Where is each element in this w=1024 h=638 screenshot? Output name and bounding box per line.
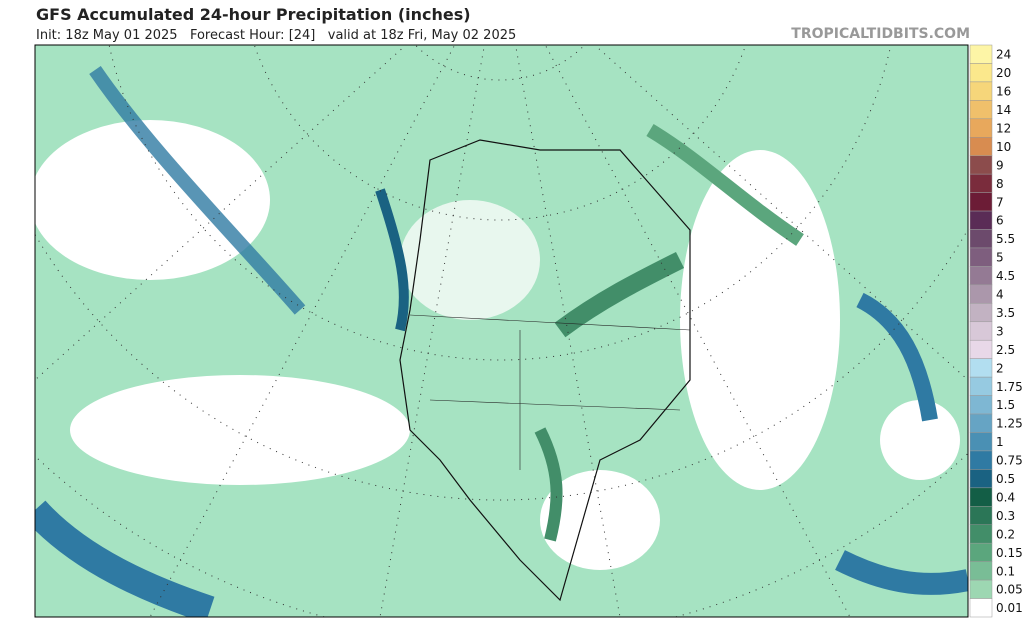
colorbar-label: 5.5 bbox=[996, 232, 1015, 246]
colorbar-swatch bbox=[969, 432, 993, 452]
colorbar-swatch bbox=[969, 542, 993, 562]
colorbar-swatch bbox=[969, 81, 993, 101]
colorbar-label: 4 bbox=[996, 288, 1004, 302]
colorbar-label: 2 bbox=[996, 361, 1004, 375]
colorbar-swatch bbox=[969, 469, 993, 489]
colorbar-label: 16 bbox=[996, 85, 1011, 99]
colorbar: 24 20 16 14 12 10 9 8 7 6 5.5 5 4.5 4 3.5 3 2.5 2 1.75 1.5 1… bbox=[969, 44, 1023, 618]
colorbar-label: 20 bbox=[996, 66, 1011, 80]
colorbar-swatch bbox=[969, 210, 993, 230]
colorbar-label: 6 bbox=[996, 214, 1004, 228]
colorbar-swatch bbox=[969, 413, 993, 433]
colorbar-label: 4.5 bbox=[996, 269, 1015, 283]
colorbar-swatch bbox=[969, 44, 993, 64]
colorbar-swatch bbox=[969, 561, 993, 581]
colorbar-label: 12 bbox=[996, 121, 1011, 135]
colorbar-label: 0.4 bbox=[996, 490, 1015, 504]
colorbar-label: 0.15 bbox=[996, 546, 1023, 560]
colorbar-label: 1.25 bbox=[996, 417, 1023, 431]
colorbar-swatch bbox=[969, 192, 993, 212]
colorbar-label: 10 bbox=[996, 140, 1011, 154]
colorbar-label: 0.01 bbox=[996, 601, 1023, 615]
colorbar-label: 7 bbox=[996, 195, 1004, 209]
colorbar-swatch bbox=[969, 247, 993, 267]
colorbar-label: 1.75 bbox=[996, 380, 1023, 394]
colorbar-label: 0.75 bbox=[996, 454, 1023, 468]
colorbar-swatch bbox=[969, 118, 993, 138]
colorbar-swatch bbox=[969, 524, 993, 544]
colorbar-swatch bbox=[969, 303, 993, 323]
colorbar-swatch bbox=[969, 100, 993, 120]
colorbar-label: 9 bbox=[996, 158, 1004, 172]
colorbar-swatch bbox=[969, 358, 993, 378]
colorbar-label: 0.2 bbox=[996, 527, 1015, 541]
colorbar-swatch bbox=[969, 376, 993, 396]
colorbar-swatch bbox=[969, 487, 993, 507]
colorbar-swatch bbox=[969, 598, 993, 618]
colorbar-label: 14 bbox=[996, 103, 1011, 117]
colorbar-label: 0.1 bbox=[996, 564, 1015, 578]
colorbar-label: 1.5 bbox=[996, 398, 1015, 412]
colorbar-swatch bbox=[969, 339, 993, 359]
colorbar-swatch bbox=[969, 506, 993, 525]
colorbar-swatch bbox=[969, 284, 993, 304]
colorbar-label: 5 bbox=[996, 251, 1004, 265]
colorbar-swatch bbox=[969, 155, 993, 175]
title: GFS Accumulated 24-hour Precipitation (i… bbox=[36, 5, 471, 24]
colorbar-label: 24 bbox=[996, 48, 1011, 62]
colorbar-swatch bbox=[969, 173, 993, 193]
colorbar-swatch bbox=[969, 579, 993, 599]
colorbar-swatch bbox=[969, 321, 993, 341]
colorbar-label: 0.5 bbox=[996, 472, 1015, 486]
colorbar-label: 3.5 bbox=[996, 306, 1015, 320]
colorbar-swatch bbox=[969, 450, 993, 470]
brand: TROPICALTIDBITS.COM bbox=[791, 26, 970, 42]
colorbar-swatch bbox=[969, 266, 993, 286]
colorbar-label: 3 bbox=[996, 324, 1004, 338]
colorbar-swatch bbox=[969, 395, 993, 415]
colorbar-label: 0.05 bbox=[996, 583, 1023, 597]
colorbar-swatch bbox=[969, 63, 993, 83]
colorbar-label: 1 bbox=[996, 435, 1004, 449]
colorbar-swatch bbox=[969, 229, 993, 249]
colorbar-label: 0.3 bbox=[996, 509, 1015, 523]
colorbar-label: 2.5 bbox=[996, 343, 1015, 357]
subtitle: Init: 18z May 01 2025 Forecast Hour: [24… bbox=[36, 28, 516, 43]
colorbar-label: 8 bbox=[996, 177, 1004, 191]
colorbar-swatch bbox=[969, 137, 993, 156]
